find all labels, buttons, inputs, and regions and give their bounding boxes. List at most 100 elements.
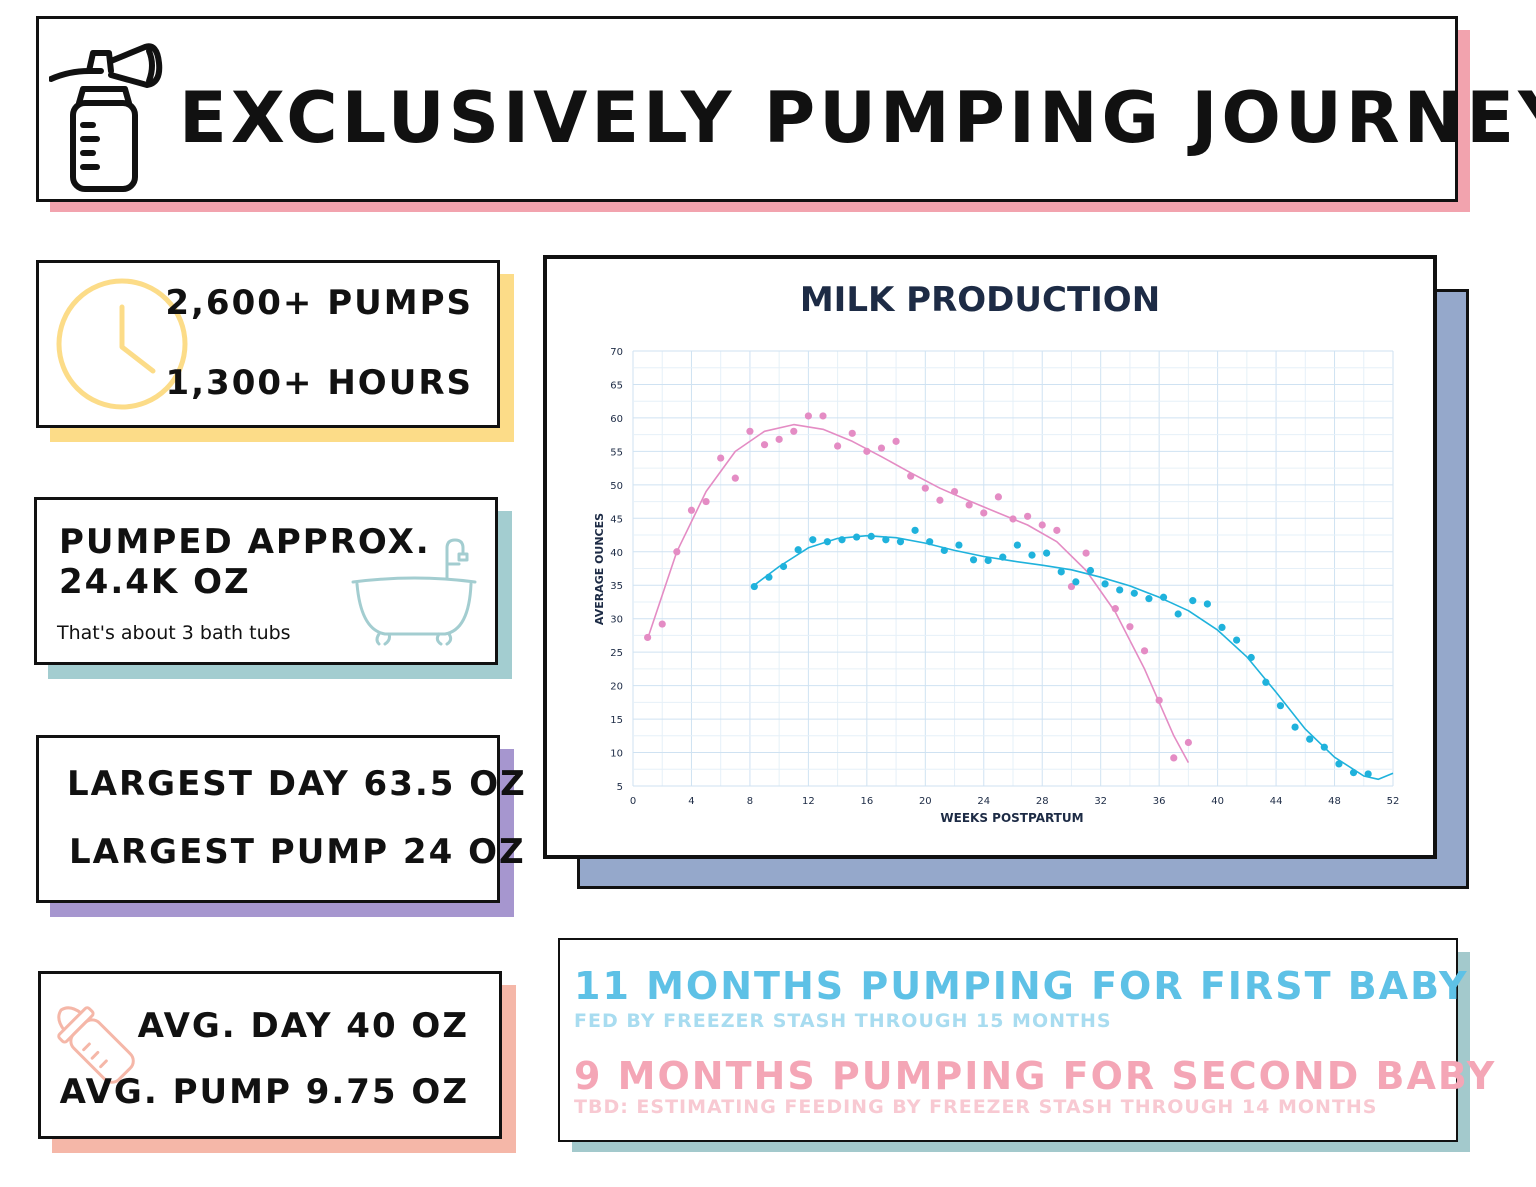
data-point-series-1: [1155, 696, 1163, 704]
y-tick-label: 40: [610, 548, 623, 559]
y-tick-label: 50: [610, 481, 623, 492]
volume-note: That's about 3 bath tubs: [57, 622, 291, 644]
data-point-series-2: [955, 541, 963, 549]
data-point-series-2: [1233, 636, 1241, 644]
data-point-series-2: [1320, 743, 1328, 751]
x-tick-label: 44: [1270, 796, 1283, 807]
y-tick-label: 60: [610, 414, 623, 425]
data-point-series-1: [746, 427, 754, 435]
volume-title-line1: PUMPED APPROX.: [59, 522, 431, 562]
y-tick-label: 55: [610, 447, 623, 458]
data-point-series-2: [1028, 551, 1036, 559]
data-point-series-1: [1053, 526, 1061, 534]
data-point-series-2: [1043, 549, 1051, 557]
hours-count: 1,300+ HOURS: [165, 363, 473, 403]
data-point-series-2: [1130, 589, 1138, 597]
data-point-series-1: [687, 506, 696, 514]
x-axis-label: WEEKS POSTPARTUM: [940, 811, 1083, 825]
y-tick-label: 5: [617, 782, 623, 793]
data-point-series-2: [1247, 653, 1255, 662]
largest-pump: LARGEST PUMP 24 OZ: [69, 832, 526, 872]
data-point-series-1: [1170, 754, 1178, 762]
data-point-series-1: [1024, 512, 1032, 520]
x-tick-label: 32: [1094, 796, 1107, 807]
data-point-series-1: [1184, 738, 1192, 747]
data-point-series-2: [1349, 769, 1358, 777]
data-point-series-1: [1126, 623, 1134, 631]
data-point-series-1: [819, 412, 827, 420]
data-point-series-2: [809, 536, 817, 544]
baby-bottle-icon: [57, 1006, 135, 1084]
data-point-series-1: [994, 493, 1002, 501]
data-point-series-2: [1101, 580, 1109, 588]
data-point-series-1: [717, 454, 725, 462]
data-point-series-1: [877, 444, 886, 452]
data-point-series-2: [823, 538, 831, 546]
x-tick-label: 8: [747, 796, 753, 807]
y-tick-label: 10: [610, 749, 623, 760]
data-point-series-2: [794, 546, 802, 554]
data-point-series-1: [834, 442, 842, 450]
x-tick-label: 16: [860, 796, 873, 807]
data-point-series-2: [1262, 678, 1270, 686]
y-tick-label: 25: [610, 648, 623, 659]
pumps-hours-card-body: 2,600+ PUMPS 1,300+ HOURS: [36, 260, 500, 428]
data-point-series-1: [775, 435, 783, 443]
data-point-series-1: [848, 429, 856, 437]
page-title: EXCLUSIVELY PUMPING JOURNEY: [179, 77, 1536, 159]
data-point-series-2: [867, 532, 875, 540]
x-tick-label: 0: [630, 796, 636, 807]
header-card: EXCLUSIVELY PUMPING JOURNEY: [36, 16, 1536, 202]
second-baby-summary: 9 MONTHS PUMPING FOR SECOND BABY: [574, 1054, 1497, 1098]
data-point-series-2: [750, 582, 758, 591]
data-point-series-2: [838, 536, 846, 544]
data-point-series-2: [765, 573, 773, 581]
data-point-series-2: [1291, 723, 1299, 731]
trendline-series-2: [753, 534, 1394, 781]
data-point-series-2: [984, 556, 992, 565]
trendline-series-1: [646, 423, 1190, 763]
y-tick-label: 65: [610, 380, 623, 391]
x-tick-label: 24: [977, 796, 990, 807]
x-tick-label: 40: [1211, 796, 1224, 807]
data-point-series-2: [911, 526, 919, 534]
header-banner: EXCLUSIVELY PUMPING JOURNEY: [36, 16, 1536, 216]
first-baby-detail: FED BY FREEZER STASH THROUGH 15 MONTHS: [574, 1010, 1112, 1032]
summary-card: 11 MONTHS PUMPING FOR FIRST BABY FED BY …: [558, 938, 1494, 1156]
data-point-series-1: [863, 447, 871, 455]
data-point-series-2: [940, 546, 948, 555]
x-tick-label: 12: [802, 796, 815, 807]
data-point-series-2: [1116, 586, 1124, 594]
breast-pump-icon: [49, 43, 163, 192]
data-point-series-1: [1067, 582, 1076, 591]
volume-card-body: PUMPED APPROX. 24.4K OZ That's about 3 b…: [34, 497, 498, 665]
data-point-series-1: [965, 501, 973, 509]
data-point-series-2: [1145, 595, 1153, 603]
first-baby-summary: 11 MONTHS PUMPING FOR FIRST BABY: [574, 964, 1469, 1008]
data-point-series-2: [853, 533, 861, 541]
data-point-series-1: [790, 427, 798, 435]
data-point-series-1: [950, 487, 959, 496]
data-point-series-2: [779, 562, 788, 571]
data-point-series-1: [760, 441, 769, 449]
data-point-series-2: [1218, 623, 1226, 631]
data-point-series-1: [980, 509, 988, 517]
data-point-series-2: [926, 538, 934, 546]
data-point-series-2: [1086, 566, 1095, 575]
data-point-series-1: [936, 496, 944, 504]
data-point-series-2: [896, 538, 905, 546]
data-point-series-1: [673, 548, 681, 556]
bathtub-icon: [351, 538, 477, 646]
data-point-series-1: [921, 484, 929, 492]
y-axis-label: AVERAGE OUNCES: [593, 513, 606, 625]
pumps-count: 2,600+ PUMPS: [165, 283, 473, 323]
data-point-series-2: [1057, 568, 1065, 576]
largest-card-body: LARGEST DAY 63.5 OZ LARGEST PUMP 24 OZ: [36, 735, 525, 903]
data-point-series-2: [1174, 610, 1182, 618]
data-point-series-1: [1140, 647, 1149, 655]
y-tick-label: 70: [610, 347, 623, 358]
y-tick-label: 20: [610, 682, 623, 693]
average-card-body: AVG. DAY 40 OZ AVG. PUMP 9.75 OZ: [38, 971, 502, 1139]
data-point-series-2: [1276, 702, 1285, 710]
chart-title: MILK PRODUCTION: [800, 280, 1160, 320]
